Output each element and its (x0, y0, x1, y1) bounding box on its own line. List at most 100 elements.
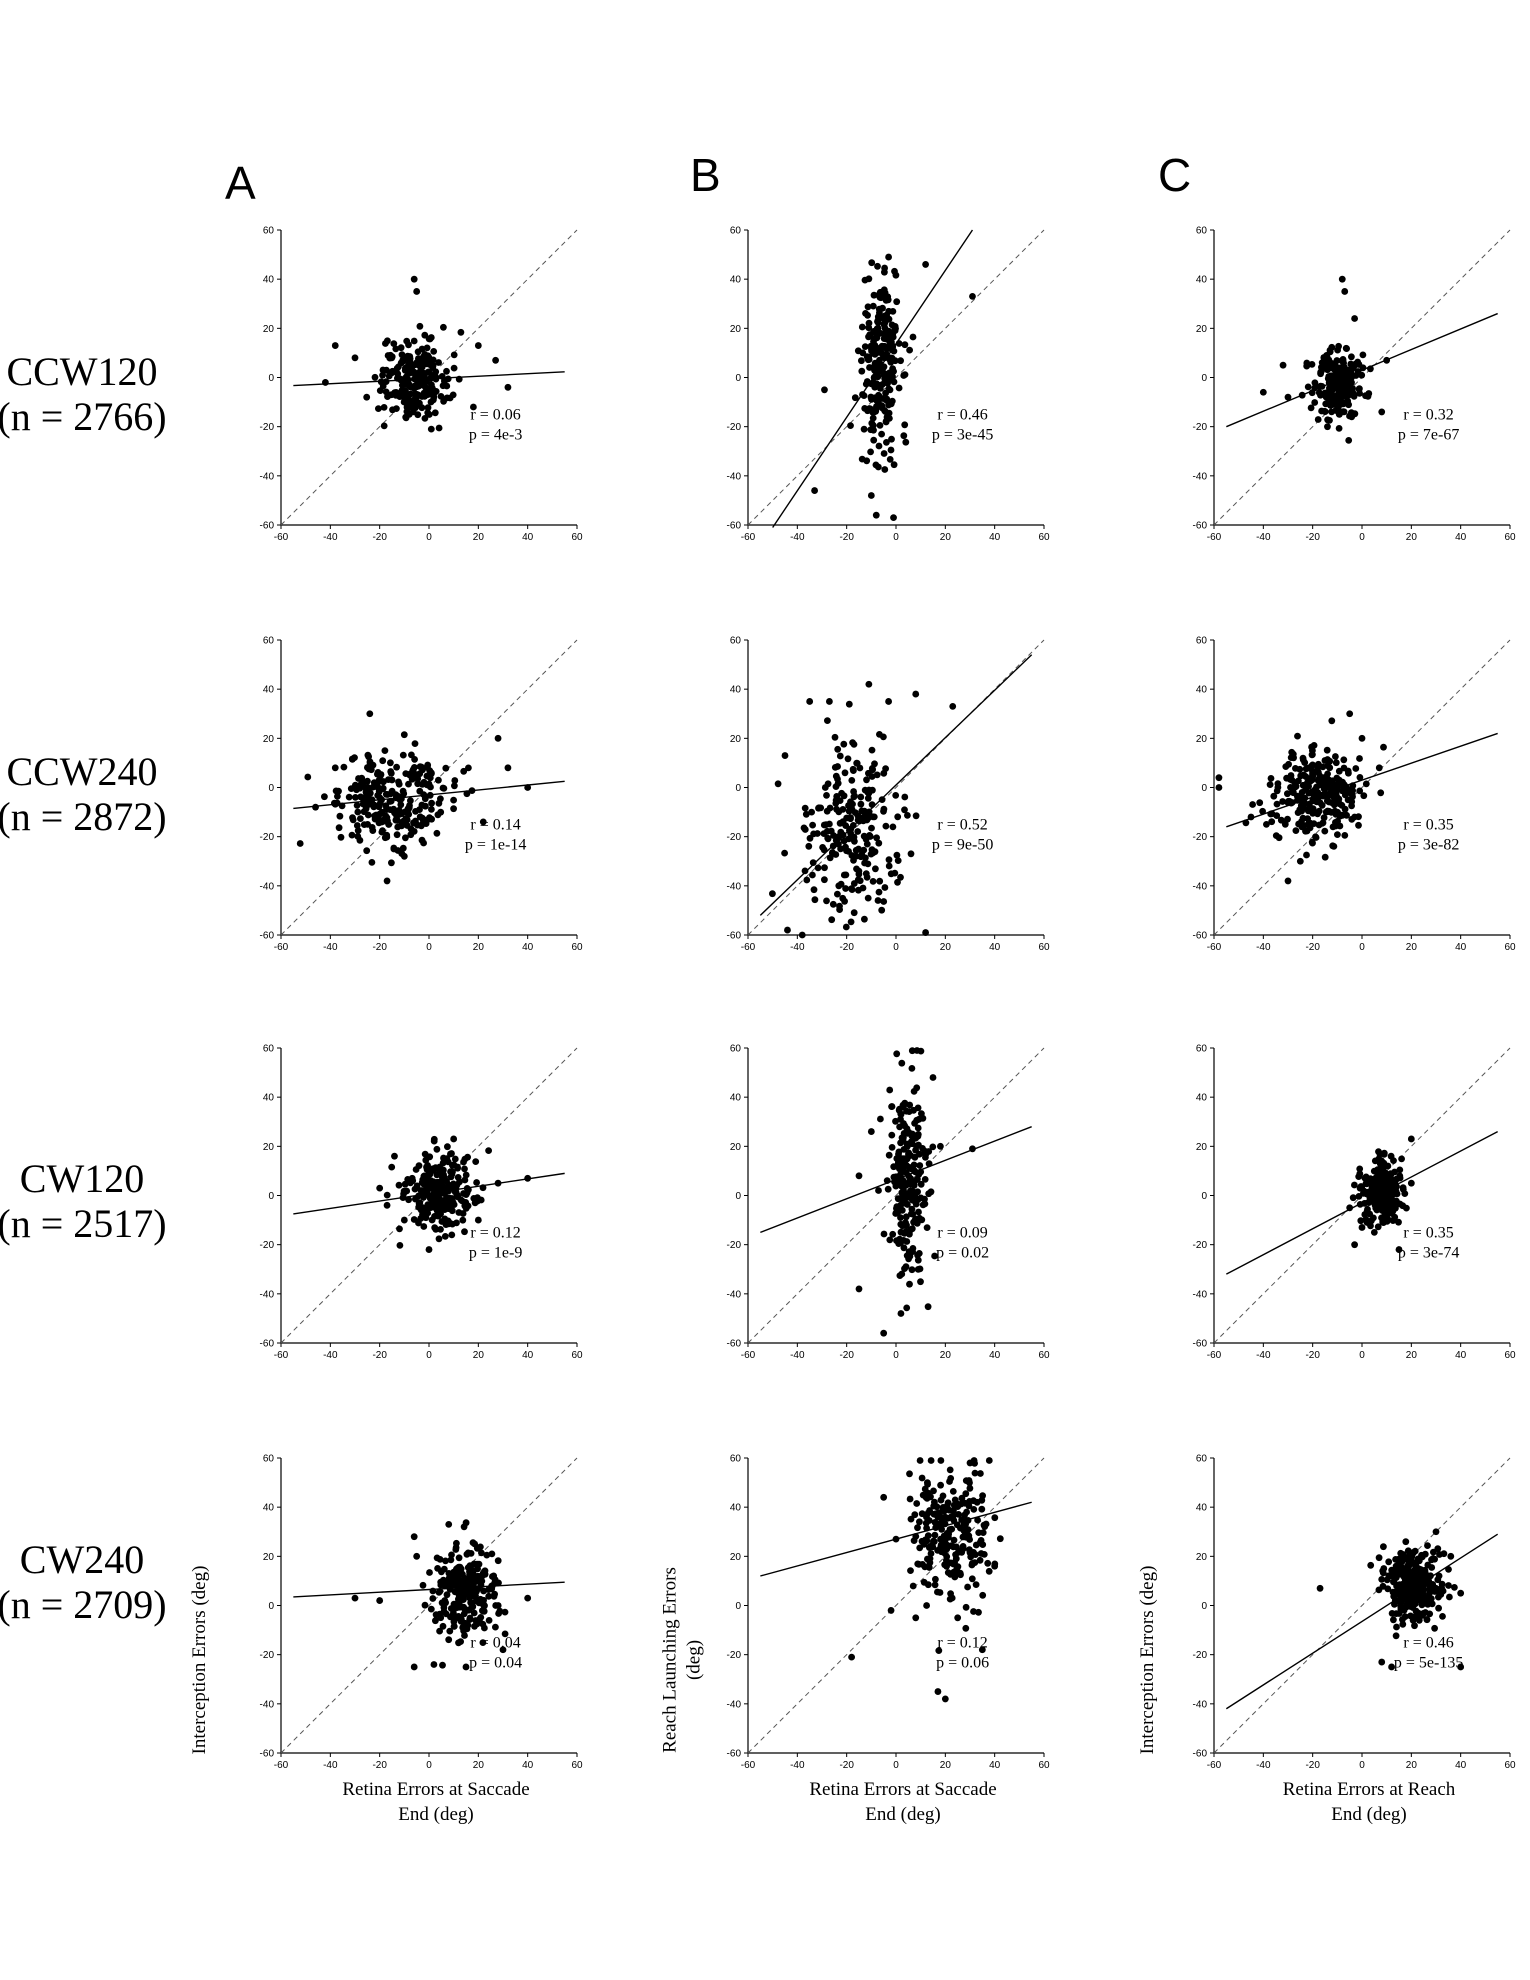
data-point (413, 288, 421, 295)
data-point (912, 812, 920, 820)
data-point (801, 804, 809, 812)
data-point (1431, 1555, 1438, 1563)
data-point (1386, 1196, 1394, 1204)
data-point (450, 1618, 458, 1626)
data-point (447, 1150, 454, 1158)
data-point (1378, 408, 1386, 416)
data-point (944, 1569, 952, 1576)
data-point (1379, 1582, 1387, 1590)
data-point (869, 766, 876, 774)
scatter-panel: -60-60 -40 -40 -20 -20 0 0 20 20 40 40 60 60 r = 0.32… (1193, 226, 1516, 544)
data-point (1321, 853, 1329, 861)
row-count: (n = 2766) (0, 393, 167, 439)
data-point (408, 751, 415, 759)
data-point (901, 1099, 909, 1107)
data-point (1376, 1176, 1383, 1184)
data-point (839, 818, 847, 825)
data-point (809, 821, 816, 829)
data-point (970, 1608, 977, 1615)
data-point (494, 1557, 502, 1565)
data-point (1287, 772, 1295, 779)
data-point (449, 391, 457, 399)
data-point (834, 763, 841, 770)
data-point (784, 926, 791, 934)
data-point (869, 414, 877, 422)
data-point (388, 859, 395, 867)
data-point (1277, 816, 1285, 824)
data-point (371, 373, 379, 381)
data-point (411, 370, 419, 377)
data-point (865, 319, 873, 327)
data-point (415, 400, 423, 408)
data-point (878, 404, 886, 412)
data-point (1430, 1548, 1437, 1556)
data-point (1356, 1165, 1364, 1173)
data-point (872, 405, 880, 413)
y-tick-label: -40 (260, 471, 275, 482)
y-tick-label: -60 (1193, 1339, 1208, 1350)
scatter-panel: -60-60 -40 -40 -20 -20 0 0 20 20 40 40 60 60 r = 0.52… (727, 636, 1050, 954)
data-point (1438, 1580, 1446, 1588)
data-point (854, 828, 862, 835)
data-point (908, 1065, 916, 1072)
data-point (400, 1190, 407, 1198)
y-tick-label: -20 (1193, 1650, 1208, 1661)
row-name: CCW120 (6, 349, 158, 394)
data-point (898, 1189, 906, 1197)
y-tick-label: 60 (1196, 1044, 1208, 1055)
data-point (809, 871, 816, 879)
data-point (366, 759, 374, 767)
data-point (1334, 392, 1342, 400)
data-point (1395, 1218, 1402, 1226)
data-point (363, 393, 371, 401)
data-point (895, 1106, 903, 1114)
p-value-label: p = 1e-14 (465, 836, 526, 853)
data-point (1334, 397, 1342, 405)
data-point (898, 1270, 906, 1278)
data-point (411, 396, 418, 404)
data-point (443, 394, 451, 402)
data-point (421, 380, 428, 388)
data-point (917, 1047, 925, 1055)
data-point (855, 1172, 863, 1180)
data-point (479, 1639, 487, 1646)
data-point (934, 1547, 941, 1554)
data-point (354, 827, 362, 834)
data-point (394, 808, 401, 815)
data-point (374, 779, 381, 787)
data-point (880, 807, 887, 815)
data-point (976, 1556, 984, 1564)
x-axis-label-line: Retina Errors at Reach (1282, 1779, 1456, 1800)
y-tick-label: -40 (727, 1289, 742, 1300)
data-point (501, 1608, 509, 1616)
data-point (842, 871, 850, 879)
p-value-label: p = 0.02 (936, 1244, 989, 1261)
data-point (874, 373, 882, 381)
data-point (439, 1183, 447, 1190)
data-point (437, 1210, 444, 1218)
data-point (1390, 1616, 1397, 1624)
data-point (481, 1602, 488, 1610)
data-point (947, 1475, 955, 1482)
data-point (473, 1179, 480, 1186)
data-point (880, 769, 888, 777)
data-point (1298, 789, 1306, 796)
data-point (473, 1544, 481, 1552)
data-point (885, 307, 893, 315)
data-point (410, 275, 418, 283)
data-point (950, 1501, 958, 1509)
data-point (823, 897, 830, 905)
data-point (814, 864, 822, 872)
y-tick-label: 0 (735, 1191, 741, 1202)
data-point (459, 1210, 467, 1217)
data-point (1424, 1561, 1432, 1569)
data-point (872, 511, 880, 519)
x-axis-label-col-b: Retina Errors at Saccade End (deg) (763, 1778, 1043, 1827)
data-point (383, 877, 391, 885)
data-point (1392, 1632, 1400, 1640)
data-point (1351, 315, 1358, 322)
data-point (1295, 777, 1302, 785)
data-point (872, 865, 879, 873)
y-tick-label: 0 (268, 783, 274, 794)
data-point (910, 1178, 918, 1186)
